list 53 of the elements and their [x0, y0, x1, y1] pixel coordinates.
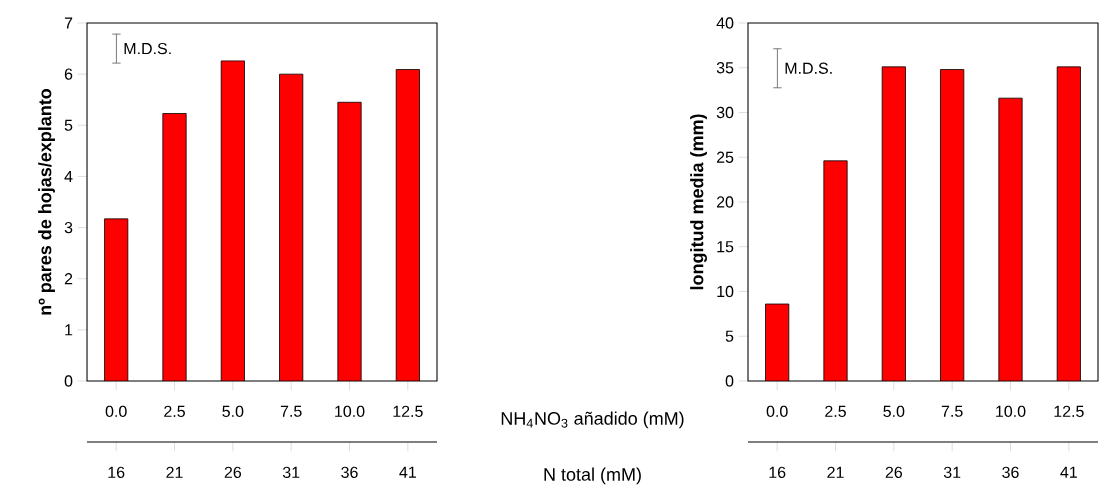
bar: [104, 218, 129, 381]
y-tick-label: 30: [716, 106, 734, 119]
y-tick-label: 0: [64, 375, 73, 387]
x-axis-title: NH$_{4}$NO$_{3}$ añadido (mM): [501, 411, 684, 429]
bar: [337, 101, 362, 381]
bar: [220, 60, 245, 381]
y-tick-label: 15: [717, 241, 734, 253]
y-tick-label: 0: [725, 375, 734, 387]
x2-tick-label: 36: [341, 466, 358, 479]
x-tick-label: 5.0: [883, 405, 905, 418]
x2-tick-label: 41: [399, 466, 416, 478]
y-tick-label: 35: [716, 62, 734, 74]
y-tick-label: 5: [725, 330, 734, 342]
x-tick-label: 10.0: [335, 405, 365, 418]
x2-tick-label: 21: [166, 466, 183, 478]
y-tick-label: 4: [64, 170, 73, 182]
x2-tick-label: 31: [282, 466, 300, 479]
x-tick-label: 10.0: [996, 405, 1026, 418]
annotation: M.D.S.: [785, 62, 832, 74]
x2-tick-label: 41: [1060, 466, 1077, 478]
x-tick-label: 7.5: [280, 405, 302, 417]
x2-tick-label: 16: [108, 466, 125, 479]
bar: [395, 69, 420, 381]
y-tick-label: 2: [64, 273, 73, 285]
x-tick-label: 0.0: [105, 405, 127, 418]
y-tick-label: 10: [717, 285, 734, 298]
y-tick-label: 6: [64, 68, 73, 80]
y-tick-label: 1: [65, 324, 73, 336]
y-tick-label: 5: [64, 119, 73, 131]
x2-tick-label: 16: [769, 466, 786, 479]
x-tick-label: 2.5: [164, 405, 185, 418]
x-tick-label: 0.0: [766, 405, 788, 418]
y-tick-label: 7: [64, 17, 73, 29]
y-tick-label: 3: [64, 221, 73, 234]
y-tick-label: 25: [716, 151, 734, 163]
x2-tick-label: 36: [1002, 466, 1019, 479]
y-tick-label: 20: [716, 196, 734, 208]
y-axis-title: longitud media (mm): [690, 114, 707, 290]
x2-axis-title: N total (mM): [544, 467, 641, 485]
x-tick-label: 12.5: [1054, 405, 1084, 418]
x2-tick-label: 21: [827, 466, 844, 478]
x2-tick-label: 31: [943, 466, 961, 479]
x-tick-label: 7.5: [941, 405, 963, 417]
x-tick-label: 12.5: [393, 405, 423, 418]
x2-tick-label: 26: [224, 466, 242, 479]
annotation: M.D.S.: [124, 42, 171, 55]
bar: [162, 113, 187, 381]
x-tick-label: 2.5: [825, 405, 846, 418]
y-tick-label: 40: [716, 17, 734, 29]
y-axis-title: nº pares de hojas/explanto: [38, 88, 55, 315]
bar: [279, 73, 304, 381]
x2-tick-label: 26: [885, 466, 903, 479]
x-tick-label: 5.0: [222, 405, 244, 418]
